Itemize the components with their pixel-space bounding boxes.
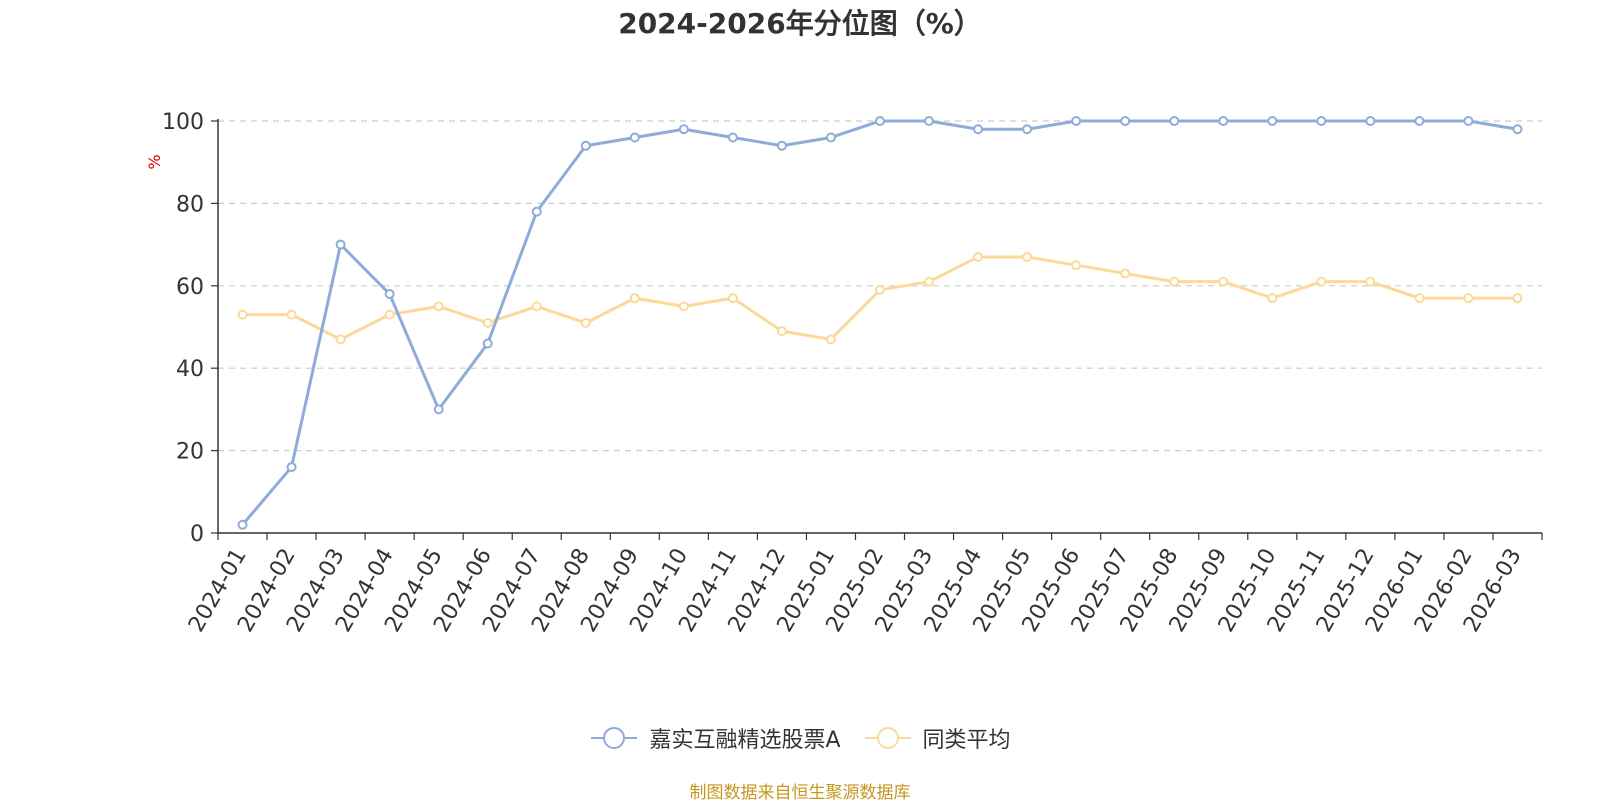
data-point-series-2[interactable] — [531, 301, 542, 312]
data-point-series-1[interactable] — [1463, 116, 1474, 126]
data-point-series-2[interactable] — [237, 309, 248, 320]
data-point-series-1[interactable] — [286, 462, 297, 473]
source-note: 制图数据来自恒生聚源数据库 — [689, 783, 911, 803]
data-point-series-2[interactable] — [973, 251, 984, 262]
data-point-series-2[interactable] — [875, 284, 885, 295]
data-point-series-1[interactable] — [727, 132, 738, 143]
data-point-series-1[interactable] — [776, 140, 787, 151]
data-point-series-1[interactable] — [237, 519, 248, 530]
data-point-series-1[interactable] — [1022, 124, 1033, 135]
data-point-series-2[interactable] — [286, 309, 297, 320]
data-point-series-2[interactable] — [1512, 293, 1523, 304]
data-point-series-2[interactable] — [1218, 276, 1229, 287]
data-point-series-2[interactable] — [924, 276, 935, 287]
data-point-series-1[interactable] — [580, 140, 591, 151]
data-point-series-2[interactable] — [1316, 276, 1327, 287]
data-point-series-1[interactable] — [433, 404, 444, 415]
y-tick-label: 60 — [176, 275, 204, 300]
data-point-series-1[interactable] — [629, 132, 640, 143]
y-axis-label: % — [145, 154, 164, 169]
legend-line-circle-icon — [591, 727, 638, 749]
y-tick-label: 20 — [176, 440, 204, 465]
data-point-series-2[interactable] — [384, 309, 395, 320]
y-tick-label: 0 — [190, 522, 204, 547]
data-point-series-1[interactable] — [531, 206, 542, 217]
data-point-series-1[interactable] — [678, 124, 689, 135]
series-line-2 — [242, 255, 1518, 341]
data-point-series-1[interactable] — [1414, 116, 1425, 126]
y-tick-label: 40 — [176, 357, 204, 382]
data-point-series-2[interactable] — [727, 293, 738, 304]
data-point-series-1[interactable] — [384, 289, 395, 300]
chart-title: 2024-2026年分位图（%） — [618, 7, 982, 40]
data-point-series-2[interactable] — [335, 334, 346, 345]
legend-line-circle-icon — [864, 727, 911, 749]
data-point-series-2[interactable] — [825, 334, 836, 345]
data-point-series-2[interactable] — [1169, 276, 1180, 287]
data-point-series-1[interactable] — [825, 132, 836, 143]
legend-item-series-2[interactable]: 同类平均 — [863, 722, 1011, 754]
data-point-series-2[interactable] — [1365, 276, 1376, 287]
data-point-series-1[interactable] — [973, 124, 984, 135]
data-point-series-1[interactable] — [335, 239, 346, 250]
data-point-series-1[interactable] — [875, 116, 885, 126]
data-point-series-2[interactable] — [1071, 260, 1082, 271]
data-point-series-2[interactable] — [1463, 293, 1474, 304]
y-tick-label: 80 — [176, 192, 204, 217]
data-point-series-2[interactable] — [776, 326, 787, 337]
axes: 0204060801002024-012024-022024-032024-04… — [162, 110, 1543, 637]
series-lines — [237, 116, 1523, 530]
data-point-series-2[interactable] — [1022, 251, 1033, 262]
data-point-series-1[interactable] — [482, 338, 493, 349]
data-point-series-2[interactable] — [433, 301, 444, 312]
data-point-series-1[interactable] — [1218, 116, 1229, 126]
data-point-series-1[interactable] — [924, 116, 935, 126]
data-point-series-2[interactable] — [482, 317, 493, 328]
data-point-series-1[interactable] — [1512, 124, 1523, 135]
data-point-series-1[interactable] — [1071, 116, 1082, 126]
data-point-series-2[interactable] — [629, 293, 640, 304]
data-point-series-1[interactable] — [1365, 116, 1376, 126]
data-point-series-2[interactable] — [1414, 293, 1425, 304]
data-point-series-1[interactable] — [1169, 116, 1180, 126]
data-point-series-1[interactable] — [1267, 116, 1278, 126]
y-tick-label: 100 — [162, 110, 204, 135]
legend-item-series-1[interactable]: 嘉实互融精选股票A — [589, 722, 841, 754]
legend: 嘉实互融精选股票A 同类平均 — [0, 722, 1600, 754]
data-point-series-1[interactable] — [1120, 116, 1131, 126]
data-point-series-2[interactable] — [1120, 268, 1131, 279]
series-line-1 — [241, 119, 1518, 526]
legend-label-series-1: 嘉实互融精选股票A — [649, 728, 841, 753]
data-point-series-2[interactable] — [580, 317, 591, 328]
data-point-series-2[interactable] — [1267, 293, 1278, 304]
data-point-series-1[interactable] — [1316, 116, 1327, 126]
legend-label-series-2: 同类平均 — [922, 728, 1011, 753]
data-point-series-2[interactable] — [678, 301, 689, 312]
